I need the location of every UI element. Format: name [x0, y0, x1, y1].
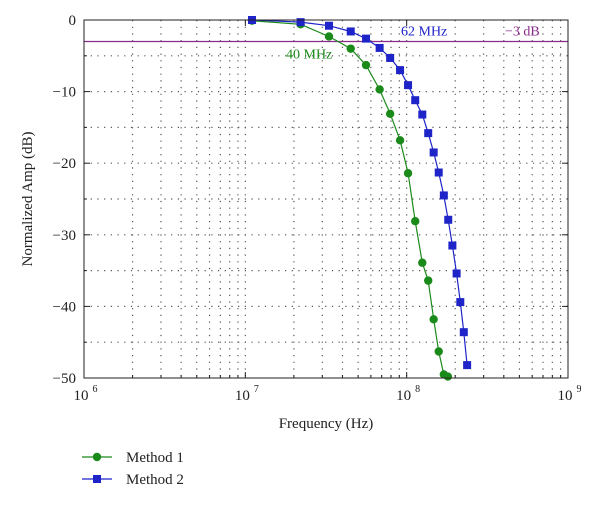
data-point	[346, 44, 355, 53]
x-tick-base: 10	[558, 388, 573, 404]
data-point	[429, 148, 438, 157]
y-axis-label: Normalized Amp (dB)	[20, 132, 36, 267]
plot-frame	[83, 19, 569, 379]
x-tick-exponent: 7	[254, 384, 259, 395]
x-tick-base: 10	[74, 388, 89, 404]
y-tick-label: −20	[53, 156, 76, 172]
data-point	[362, 34, 371, 43]
data-point	[324, 32, 334, 41]
series-line	[251, 19, 468, 366]
legend-item-2: Method 2	[82, 472, 184, 488]
data-point	[403, 169, 413, 178]
x-tick-exponent: 9	[577, 384, 582, 395]
ticks-group: 10 6 10 7 10 8 10 9 0 −10 −20 −30 −40 −50	[53, 13, 582, 404]
series-2	[248, 16, 472, 370]
data-point	[463, 361, 472, 370]
data-point	[296, 18, 305, 27]
data-point	[411, 96, 420, 105]
x-tick-label: 10 6	[74, 384, 98, 404]
legend-item-1: Method 1	[82, 450, 184, 466]
data-point	[411, 216, 420, 226]
reference-line-label: −3 dB	[505, 24, 540, 39]
y-tick-label: −10	[53, 85, 76, 101]
data-point	[418, 110, 427, 119]
series-1	[247, 16, 453, 381]
x-tick-exponent: 8	[415, 384, 420, 395]
grid	[84, 20, 568, 378]
legend-marker	[93, 475, 101, 483]
legend: Method 1 Method 2	[82, 450, 184, 488]
legend-marker	[92, 452, 102, 462]
data-point	[385, 109, 395, 118]
x-tick-label: 10 7	[235, 384, 259, 404]
y-tick-label: −40	[53, 299, 76, 315]
data-point	[434, 347, 443, 356]
data-point	[424, 129, 433, 138]
data-point	[424, 276, 433, 285]
data-point	[396, 66, 405, 75]
y-tick-label: 0	[69, 13, 77, 29]
annotations-group: −3 dB 62 MHz 40 MHz	[286, 24, 540, 62]
x-tick-base: 10	[235, 388, 250, 404]
data-point	[439, 191, 448, 200]
y-tick-label: −50	[53, 371, 76, 387]
data-point	[452, 269, 461, 278]
data-point	[456, 298, 465, 307]
data-point	[434, 168, 443, 177]
data-point	[404, 81, 413, 90]
legend-label: Method 1	[126, 450, 184, 466]
data-point	[459, 328, 468, 337]
data-point	[375, 43, 384, 52]
x-tick-label: 10 9	[558, 384, 582, 404]
data-point	[443, 372, 453, 381]
x-tick-exponent: 6	[93, 384, 98, 395]
annotation-40mhz: 40 MHz	[286, 47, 332, 62]
data-point	[395, 136, 405, 145]
x-tick-label: 10 8	[396, 384, 420, 404]
x-axis-label: Frequency (Hz)	[279, 416, 374, 432]
series-line	[251, 20, 449, 378]
data-point	[375, 85, 384, 94]
data-point	[346, 27, 355, 36]
series-group	[247, 16, 472, 381]
legend-label: Method 2	[126, 472, 184, 488]
data-point	[361, 60, 371, 70]
y-tick-label: −30	[53, 228, 76, 244]
data-point	[444, 215, 453, 224]
data-point	[418, 258, 427, 267]
data-point	[429, 315, 438, 324]
data-point	[324, 21, 333, 30]
x-tick-base: 10	[396, 388, 411, 404]
data-point	[386, 53, 395, 62]
data-point	[448, 241, 457, 250]
annotation-62mhz: 62 MHz	[401, 24, 447, 39]
